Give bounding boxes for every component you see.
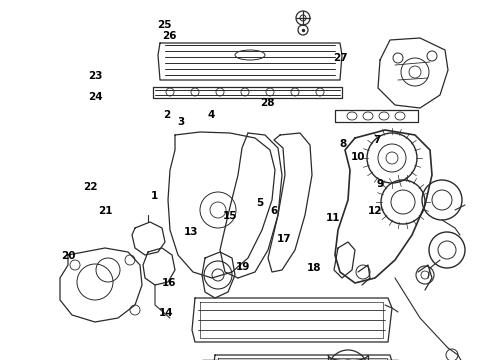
Text: 7: 7 — [373, 135, 381, 145]
Text: 19: 19 — [235, 262, 250, 272]
Text: 6: 6 — [271, 206, 278, 216]
Text: 8: 8 — [340, 139, 346, 149]
Text: 1: 1 — [151, 191, 158, 201]
Text: 4: 4 — [207, 110, 215, 120]
Text: 22: 22 — [83, 182, 98, 192]
Text: 15: 15 — [223, 211, 238, 221]
Text: 9: 9 — [376, 179, 383, 189]
Text: 3: 3 — [178, 117, 185, 127]
Text: 18: 18 — [306, 263, 321, 273]
Text: 13: 13 — [184, 227, 198, 237]
Text: 24: 24 — [88, 92, 103, 102]
Text: 12: 12 — [368, 206, 382, 216]
Text: 2: 2 — [163, 110, 170, 120]
Text: 28: 28 — [260, 98, 274, 108]
Text: 11: 11 — [326, 213, 341, 223]
Text: 16: 16 — [162, 278, 176, 288]
Text: 25: 25 — [157, 20, 172, 30]
Text: 20: 20 — [61, 251, 76, 261]
Text: 10: 10 — [350, 152, 365, 162]
Text: 21: 21 — [98, 206, 113, 216]
Text: 5: 5 — [256, 198, 263, 208]
Text: 27: 27 — [333, 53, 348, 63]
Text: 17: 17 — [277, 234, 292, 244]
Text: 26: 26 — [162, 31, 176, 41]
Text: 14: 14 — [159, 308, 174, 318]
Text: 23: 23 — [88, 71, 103, 81]
